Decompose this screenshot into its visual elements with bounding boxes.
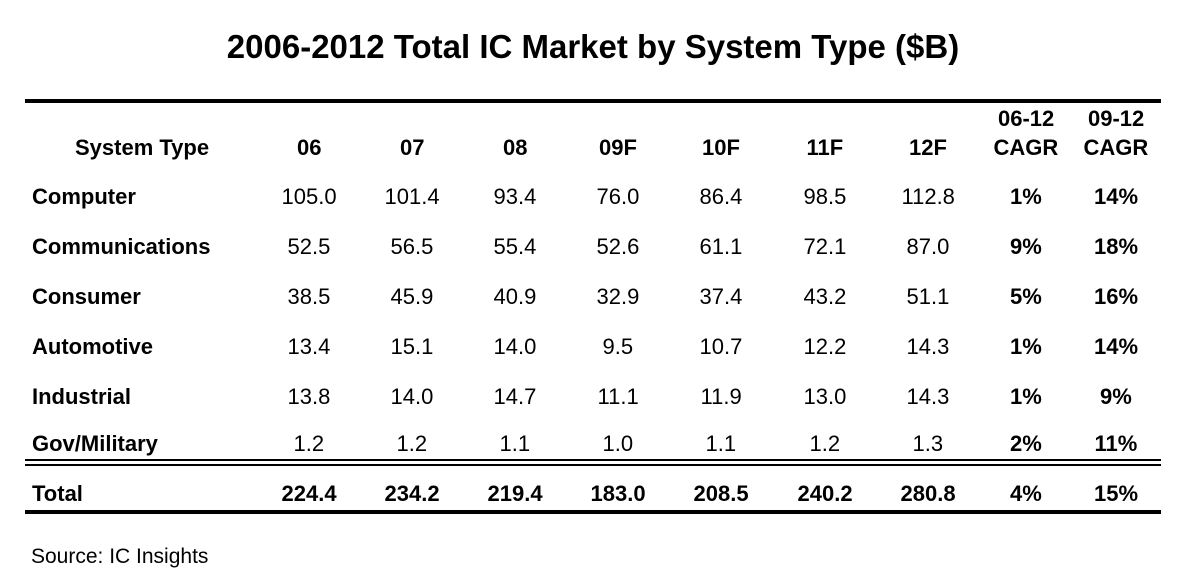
cell: 1.1 xyxy=(705,431,737,456)
cell: 112.8 xyxy=(901,184,955,209)
source: Source: IC Insights xyxy=(31,545,209,568)
total-cell: 208.5 xyxy=(693,481,749,506)
cell: 11.1 xyxy=(597,384,639,409)
header-cell: 06-12 xyxy=(998,106,1055,131)
cell: 1.0 xyxy=(602,431,634,456)
cell: 14.3 xyxy=(906,334,950,359)
cell: 52.5 xyxy=(287,234,331,259)
cell: 55.4 xyxy=(493,234,537,259)
header-cell: System Type xyxy=(75,135,210,160)
total-rule xyxy=(25,459,1161,461)
header-cell: 10F xyxy=(702,135,740,160)
row-label: Industrial xyxy=(32,384,132,409)
total-cell: 224.4 xyxy=(281,481,337,506)
cell: 18% xyxy=(1094,234,1139,259)
total-cell: 234.2 xyxy=(384,481,440,506)
row-label: Consumer xyxy=(32,284,141,309)
cell: 40.9 xyxy=(493,284,537,309)
cell: 86.4 xyxy=(699,184,743,209)
cell: 9.5 xyxy=(602,334,634,359)
cell: 11% xyxy=(1094,431,1138,456)
cell: 76.0 xyxy=(596,184,640,209)
total-cell: 219.4 xyxy=(487,481,543,506)
cell: 38.5 xyxy=(287,284,331,309)
cell: 10.7 xyxy=(699,334,743,359)
cell: 1.2 xyxy=(293,431,325,456)
total-rule xyxy=(25,464,1161,466)
cell: 15.1 xyxy=(390,334,434,359)
total-cell: 280.8 xyxy=(900,481,956,506)
row-label: Automotive xyxy=(32,334,153,359)
cell: 98.5 xyxy=(803,184,847,209)
row-label: Gov/Military xyxy=(32,431,158,456)
top-rule xyxy=(25,99,1161,103)
cell: 2% xyxy=(1010,431,1042,456)
cell: 1.3 xyxy=(912,431,944,456)
cell: 9% xyxy=(1010,234,1042,259)
cell: 13.4 xyxy=(287,334,331,359)
header-cell: CAGR xyxy=(993,135,1059,160)
total-cell: 183.0 xyxy=(590,481,646,506)
row-label: Communications xyxy=(32,234,211,259)
bottom-rule xyxy=(25,510,1161,514)
cell: 87.0 xyxy=(906,234,950,259)
cell: 14.3 xyxy=(906,384,950,409)
cell: 12.2 xyxy=(803,334,847,359)
total-cell: 240.2 xyxy=(797,481,853,506)
header-cell: 09-12 xyxy=(1088,106,1145,131)
cell: 1.1 xyxy=(499,431,531,456)
cell: 1% xyxy=(1010,334,1042,359)
cell: 5% xyxy=(1010,284,1042,309)
title: 2006-2012 Total IC Market by System Type… xyxy=(226,28,960,65)
row-label: Computer xyxy=(32,184,136,209)
header-cell: 12F xyxy=(909,135,947,160)
cell: 1.2 xyxy=(396,431,428,456)
header-cell: 07 xyxy=(400,135,425,160)
cell: 32.9 xyxy=(596,284,640,309)
cell: 14.0 xyxy=(493,334,537,359)
cell: 14.0 xyxy=(390,384,434,409)
cell: 11.9 xyxy=(700,384,742,409)
header-cell: 08 xyxy=(503,135,528,160)
cell: 13.8 xyxy=(287,384,331,409)
header-cell: 09F xyxy=(599,135,637,160)
cell: 52.6 xyxy=(596,234,640,259)
cell: 51.1 xyxy=(906,284,950,309)
cell: 13.0 xyxy=(803,384,847,409)
cell: 14% xyxy=(1094,334,1139,359)
header-cell: CAGR xyxy=(1083,135,1149,160)
cell: 14% xyxy=(1094,184,1139,209)
cell: 43.2 xyxy=(803,284,847,309)
cell: 1% xyxy=(1010,384,1042,409)
header-cell: 11F xyxy=(806,135,844,160)
total-cell: 15% xyxy=(1094,481,1139,506)
cell: 105.0 xyxy=(281,184,337,209)
cell: 93.4 xyxy=(493,184,537,209)
header-cell: 06 xyxy=(297,135,322,160)
cell: 56.5 xyxy=(390,234,434,259)
cell: 61.1 xyxy=(699,234,743,259)
cell: 37.4 xyxy=(699,284,743,309)
cell: 16% xyxy=(1094,284,1139,309)
cell: 72.1 xyxy=(803,234,847,259)
cell: 1.2 xyxy=(809,431,841,456)
cell: 101.4 xyxy=(384,184,440,209)
cell: 9% xyxy=(1100,384,1132,409)
total-cell: 4% xyxy=(1010,481,1042,506)
cell: 1% xyxy=(1010,184,1042,209)
cell: 45.9 xyxy=(390,284,434,309)
total-label: Total xyxy=(32,481,83,506)
cell: 14.7 xyxy=(493,384,537,409)
